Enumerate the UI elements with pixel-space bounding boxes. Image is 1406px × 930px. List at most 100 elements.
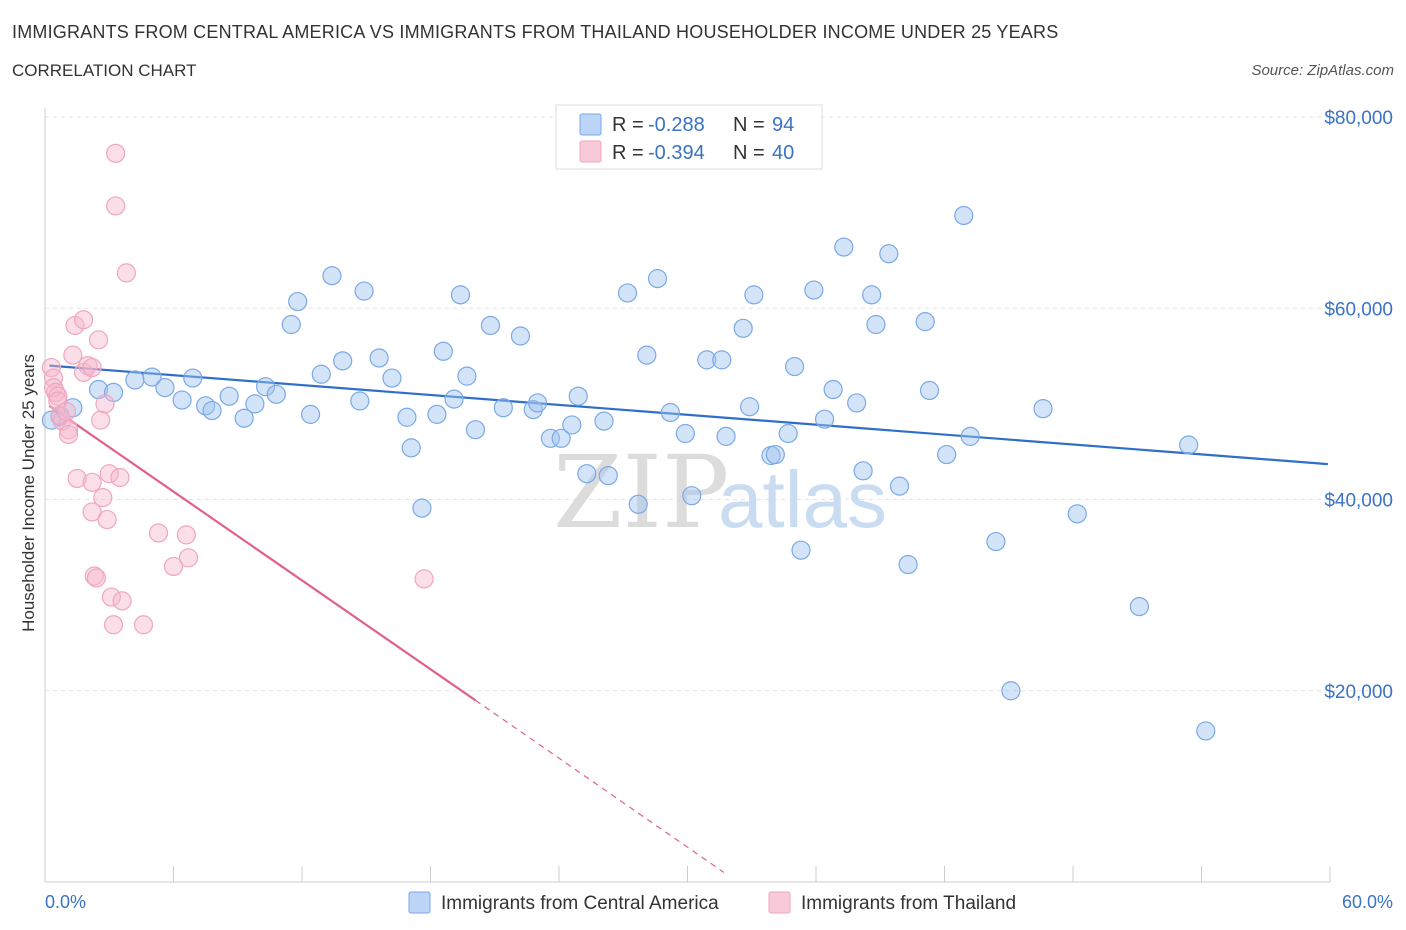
point-central-america-64 — [784, 356, 805, 377]
point-central-america-8 — [172, 390, 192, 410]
point-central-america-26 — [382, 368, 402, 388]
point-central-america-35 — [465, 420, 486, 440]
point-central-america-59 — [740, 397, 760, 417]
point-central-america-30 — [427, 404, 447, 424]
point-central-america-73 — [866, 314, 886, 335]
y-axis-label: Householder Income Under 25 years — [19, 354, 38, 632]
point-central-america-66 — [804, 280, 824, 300]
point-thailand-29 — [103, 615, 124, 635]
point-central-america-44 — [568, 386, 588, 406]
point-central-america-62 — [765, 444, 785, 465]
point-central-america-80 — [954, 205, 974, 226]
series-name-central-america: Immigrants from Central America — [441, 893, 719, 914]
data-points — [41, 143, 1216, 741]
source-credit: Source: ZipAtlas.com — [1251, 62, 1394, 79]
point-central-america-51 — [647, 269, 668, 289]
point-central-america-45 — [577, 464, 597, 484]
point-thailand-19 — [82, 502, 102, 522]
point-central-america-14 — [245, 394, 265, 414]
series-name-thailand: Immigrants from Thailand — [801, 893, 1016, 914]
trend-thailand — [48, 404, 477, 702]
point-central-america-33 — [450, 285, 471, 305]
point-central-america-31 — [433, 341, 453, 361]
point-central-america-75 — [889, 476, 910, 496]
legend-n-value-1: 94 — [772, 114, 794, 136]
point-central-america-79 — [937, 444, 957, 465]
point-central-america-57 — [716, 426, 736, 446]
point-central-america-84 — [1033, 399, 1053, 419]
x-tick-labels: 0.0% 60.0% — [45, 892, 1393, 912]
point-central-america-60 — [744, 285, 764, 305]
point-central-america-65 — [791, 540, 811, 560]
point-thailand-31 — [106, 196, 126, 216]
point-central-america-72 — [862, 285, 882, 305]
point-central-america-20 — [311, 364, 331, 384]
point-central-america-19 — [300, 404, 321, 424]
chart-subtitle: CORRELATION CHART — [12, 61, 197, 80]
watermark-atlas: atlas — [718, 455, 887, 544]
point-central-america-17 — [281, 314, 301, 335]
point-central-america-78 — [919, 380, 940, 401]
axes — [44, 108, 1331, 883]
point-central-america-25 — [369, 348, 389, 368]
watermark-zip: ZIP — [553, 434, 729, 551]
point-thailand-14 — [73, 310, 94, 330]
legend-swatch-central-america — [579, 113, 602, 136]
point-central-america-63 — [778, 423, 798, 444]
point-central-america-13 — [234, 408, 254, 428]
point-central-america-47 — [598, 465, 618, 486]
point-thailand-17 — [82, 357, 102, 378]
point-central-america-40 — [527, 393, 548, 413]
point-central-america-11 — [202, 400, 222, 421]
point-central-america-22 — [333, 351, 353, 371]
y-tick-label-0: $20,000 — [1324, 682, 1393, 703]
point-central-america-77 — [915, 312, 935, 332]
legend: R = -0.288 N = 94 R = -0.394 N = 40 — [555, 104, 823, 170]
y-tick-labels: $20,000 $40,000 $60,000 $80,000 — [1324, 108, 1393, 703]
y-tick-label-3: $80,000 — [1324, 108, 1393, 129]
point-central-america-41 — [540, 428, 561, 448]
legend-r-value-1: -0.288 — [648, 114, 705, 136]
point-central-america-56 — [712, 350, 732, 370]
point-thailand-21 — [86, 568, 107, 588]
point-thailand-38 — [176, 525, 196, 545]
point-central-america-74 — [879, 244, 899, 264]
legend-n-label-2: N = — [733, 142, 765, 164]
point-central-america-38 — [510, 326, 531, 346]
point-central-america-27 — [397, 407, 417, 427]
point-central-america-68 — [823, 379, 843, 400]
point-thailand-23 — [91, 410, 111, 430]
point-central-america-15 — [255, 377, 276, 397]
legend-n-value-2: 40 — [772, 142, 794, 164]
point-thailand-37 — [163, 556, 184, 577]
point-thailand-36 — [148, 523, 169, 543]
point-central-america-34 — [457, 366, 477, 386]
point-central-america-21 — [322, 266, 342, 286]
chart-title: IMMIGRANTS FROM CENTRAL AMERICA VS IMMIG… — [12, 22, 1059, 42]
point-central-america-52 — [660, 402, 680, 423]
point-thailand-34 — [116, 263, 136, 283]
point-central-america-69 — [834, 237, 854, 257]
point-central-america-9 — [183, 368, 203, 388]
legend-n-label-1: N = — [733, 114, 765, 136]
point-central-america-71 — [853, 461, 873, 481]
point-central-america-24 — [354, 281, 374, 301]
point-central-america-32 — [444, 389, 464, 409]
point-thailand-11 — [63, 345, 83, 365]
trend-lines — [48, 364, 1328, 873]
point-central-america-83 — [1001, 681, 1021, 701]
point-central-america-48 — [617, 283, 638, 303]
point-thailand-8 — [56, 401, 77, 422]
point-thailand-28 — [101, 587, 121, 607]
point-central-america-67 — [814, 409, 835, 429]
point-thailand-13 — [67, 468, 87, 489]
point-central-america-36 — [480, 315, 501, 336]
watermark: ZIP atlas — [553, 434, 887, 551]
point-central-america-5 — [125, 370, 145, 390]
point-central-america-85 — [1067, 504, 1087, 524]
point-central-america-53 — [675, 423, 695, 444]
point-thailand-33 — [112, 591, 132, 611]
trend-central-america — [49, 364, 1328, 466]
point-central-america-29 — [412, 498, 432, 518]
